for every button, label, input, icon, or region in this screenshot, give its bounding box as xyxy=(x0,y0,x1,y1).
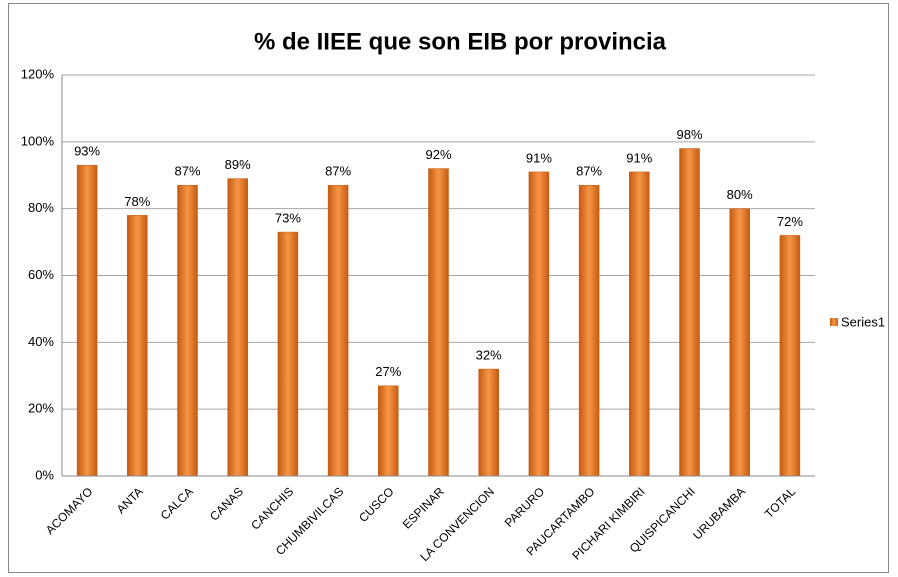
data-label: 92% xyxy=(425,147,451,162)
bar xyxy=(779,235,801,477)
bar xyxy=(227,178,248,477)
data-label: 89% xyxy=(225,157,251,172)
bar xyxy=(478,368,499,477)
y-tick-label: 80% xyxy=(28,200,54,215)
bar xyxy=(76,164,98,477)
y-tick-label: 0% xyxy=(35,467,54,482)
data-label: 91% xyxy=(626,150,652,165)
y-tick-label: 100% xyxy=(21,133,55,148)
bar xyxy=(127,215,148,477)
data-label: 87% xyxy=(325,164,351,179)
bar xyxy=(327,185,349,477)
data-label: 72% xyxy=(777,214,803,229)
bar xyxy=(177,185,198,477)
bar xyxy=(729,208,750,477)
bar xyxy=(428,168,449,477)
bar xyxy=(629,171,650,477)
data-label: 80% xyxy=(727,187,753,202)
bar xyxy=(679,148,700,477)
legend-swatch xyxy=(830,318,838,326)
data-label: 93% xyxy=(74,144,100,159)
data-label: 87% xyxy=(174,164,200,179)
data-label: 32% xyxy=(476,348,502,363)
chart-title: % de IIEE que son EIB por provincia xyxy=(254,28,667,55)
data-label: 73% xyxy=(275,210,301,225)
bar xyxy=(378,385,399,477)
legend-label: Series1 xyxy=(841,314,885,329)
data-label: 98% xyxy=(676,127,702,142)
y-tick-label: 20% xyxy=(28,401,54,416)
y-tick-label: 40% xyxy=(28,334,54,349)
data-label: 78% xyxy=(124,194,150,209)
bar xyxy=(578,185,600,477)
data-label: 87% xyxy=(576,164,602,179)
data-label: 27% xyxy=(375,364,401,379)
y-tick-label: 120% xyxy=(21,66,55,81)
bar xyxy=(528,171,550,477)
data-label: 91% xyxy=(526,150,552,165)
y-tick-label: 60% xyxy=(28,267,54,282)
bar xyxy=(277,231,299,477)
